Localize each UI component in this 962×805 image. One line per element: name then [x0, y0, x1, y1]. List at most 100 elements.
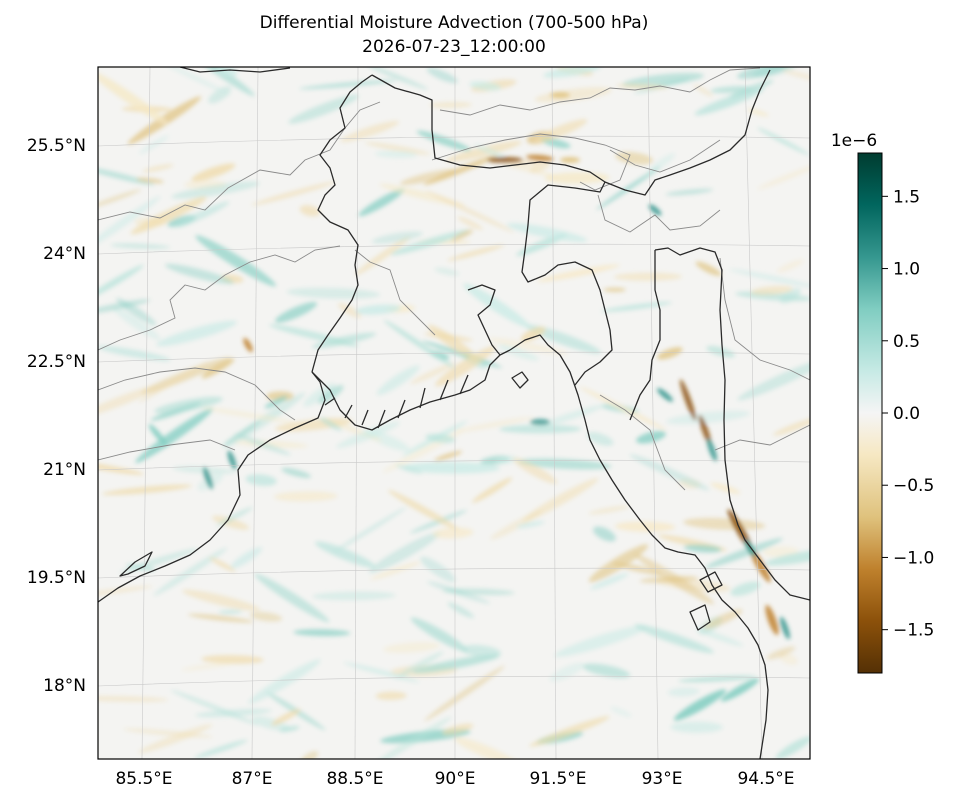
field-streak: [665, 188, 714, 196]
field-streak: [601, 301, 672, 312]
map-area[interactable]: [57, 43, 840, 772]
moisture-advection-field: [98, 67, 810, 759]
field-streak: [355, 304, 401, 315]
field-streak: [705, 538, 783, 569]
field-streak: [454, 737, 520, 759]
field-streak: [273, 491, 338, 502]
field-streak: [182, 589, 261, 612]
field-streak: [98, 71, 168, 125]
colorbar-scale-label: 1e−6: [831, 131, 877, 151]
field-streak: [703, 609, 743, 630]
field-streak: [488, 337, 568, 355]
field-streak: [369, 716, 452, 759]
field-streak: [486, 158, 559, 178]
field-streak: [248, 659, 321, 704]
field-streak: [98, 196, 161, 250]
field-streak: [766, 646, 796, 660]
field-streak: [695, 261, 722, 277]
field-streak: [423, 154, 498, 186]
colorbar-gradient: [857, 152, 883, 674]
colorbar-tick-label: 0.5: [893, 332, 920, 352]
field-streak: [434, 267, 460, 276]
field-streak: [410, 617, 468, 652]
field-streak: [737, 358, 810, 401]
field-streak: [506, 223, 588, 242]
field-streak: [336, 421, 400, 448]
field-streak: [647, 153, 676, 174]
field-streak: [463, 283, 530, 328]
field-streak: [138, 361, 209, 403]
field-streak: [98, 189, 142, 210]
field-streak: [195, 235, 277, 287]
field-streak: [376, 365, 420, 396]
field-streak: [596, 166, 661, 210]
field-streak: [588, 544, 649, 583]
field-streak: [629, 454, 710, 491]
field-streak: [212, 515, 250, 530]
field-feature: [698, 414, 712, 446]
field-feature: [720, 678, 760, 702]
field-streak: [340, 120, 400, 142]
field-streak: [299, 751, 319, 759]
field-streak: [375, 691, 407, 700]
field-streak: [98, 345, 171, 362]
field-streak: [453, 416, 534, 433]
field-streak: [614, 272, 682, 281]
field-streak: [383, 642, 440, 653]
field-streak: [400, 169, 458, 185]
field-streak: [529, 716, 610, 747]
colorbar-ticks: 1.5 1.0 0.5 0.0 −0.5 −1.0 −1.5: [882, 187, 934, 641]
field-streak: [188, 613, 254, 623]
field-feature: [526, 154, 554, 162]
field-streak: [435, 345, 496, 387]
field-streak: [315, 541, 376, 568]
field-streak: [275, 301, 318, 323]
field-streak: [234, 433, 291, 456]
field-streak: [364, 142, 431, 155]
field-streak: [254, 573, 330, 623]
field-streak: [461, 644, 502, 658]
field-streak: [773, 417, 810, 436]
field-streak: [201, 407, 296, 423]
field-streak: [747, 108, 769, 117]
field-streak: [447, 244, 505, 261]
field-streak: [779, 288, 801, 304]
field-streak: [432, 527, 474, 539]
field-streak: [165, 263, 235, 285]
field-streak: [311, 332, 377, 349]
colorbar-tick-label: 1.0: [893, 260, 920, 280]
field-streak: [582, 663, 631, 678]
field-streak: [457, 216, 483, 230]
field-streak: [299, 79, 397, 90]
colorbar-tick-label: 0.0: [893, 404, 920, 424]
field-streak: [299, 205, 320, 217]
field-streak: [209, 557, 236, 572]
field-streak: [537, 264, 620, 282]
field-streak: [251, 716, 290, 731]
field-feature: [780, 616, 790, 640]
field-streak: [303, 383, 336, 407]
colorbar-tick-label: −1.5: [893, 621, 934, 641]
field-streak: [98, 385, 159, 418]
field-streak: [338, 303, 362, 318]
field-streak: [142, 164, 174, 173]
field-streak: [134, 217, 167, 227]
field-streak: [549, 662, 584, 682]
lon-tick-label: 87°E: [232, 769, 273, 789]
field-streak: [616, 84, 669, 90]
lon-axis: 85.5°E 87°E 88.5°E 90°E 91.5°E 93°E 94.5…: [115, 769, 794, 789]
field-streak: [424, 665, 505, 721]
state-borders: [98, 67, 810, 491]
field-streak: [175, 201, 230, 228]
field-streak: [666, 410, 750, 425]
field-streak: [218, 609, 243, 615]
field-feature: [673, 689, 727, 721]
field-streak: [98, 585, 153, 599]
colorbar-tick-label: 1.5: [893, 187, 920, 207]
field-streak: [245, 474, 277, 486]
field-streak: [426, 67, 458, 84]
field-streak: [266, 391, 294, 401]
field-streak: [98, 165, 155, 186]
field-streak: [208, 86, 232, 104]
